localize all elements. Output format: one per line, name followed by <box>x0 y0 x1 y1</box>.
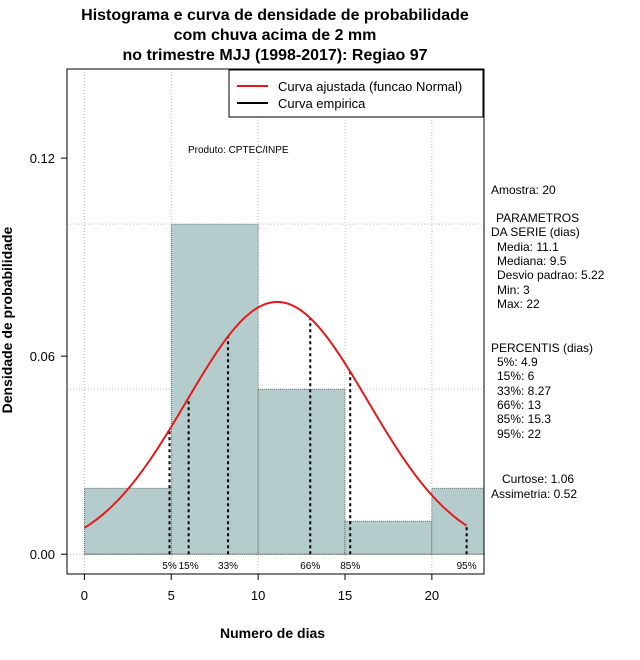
percentile-label: 33% <box>218 561 238 572</box>
stats-p85: 85%: 15.3 <box>497 412 552 426</box>
stats-min: Min: 3 <box>497 283 530 297</box>
y-axis-label: Densidade de probabilidade <box>0 226 15 414</box>
percentile-label: 95% <box>457 561 477 572</box>
histogram-bar <box>257 388 346 555</box>
percentile-label: 85% <box>340 561 360 572</box>
histogram-bars <box>84 223 484 555</box>
percentile-label: 15% <box>179 561 199 572</box>
chart-title-line-2: com chuva acima de 2 mm <box>173 27 377 44</box>
x-tick-label: 5 <box>168 588 175 603</box>
plot-frame <box>66 68 485 575</box>
x-tick-label: 10 <box>251 588 265 603</box>
stats-sample-size: Amostra: 20 <box>491 183 556 197</box>
stats-p95: 95%: 22 <box>497 427 542 441</box>
histogram-bar <box>84 487 172 555</box>
x-tick-label: 0 <box>81 588 88 603</box>
stats-std-dev: Desvio padrao: 5.22 <box>497 268 605 282</box>
percentile-label: 5% <box>162 561 177 572</box>
stats-max: Max: 22 <box>497 297 540 311</box>
chart-title-line-3: no trimestre MJJ (1998-2017): Regiao 97 <box>122 47 428 64</box>
legend-label-empirical: Curva empirica <box>278 96 366 111</box>
product-credit: Produto: CPTEC/INPE <box>188 145 289 156</box>
chart-title-line-1: Histograma e curva de densidade de proba… <box>81 7 469 24</box>
stats-median: Mediana: 9.5 <box>497 254 567 268</box>
x-tick-label: 20 <box>425 588 439 603</box>
legend-label-fitted: Curva ajustada (funcao Normal) <box>278 79 462 94</box>
y-tick-label: 0.00 <box>30 547 55 562</box>
stats-p33: 33%: 8.27 <box>497 384 552 398</box>
stats-p66: 66%: 13 <box>497 398 542 412</box>
legend-box <box>228 69 484 118</box>
stats-kurtosis: Curtose: 1.06 <box>502 472 575 486</box>
histogram-bar <box>344 520 433 555</box>
stats-params-subheading: DA SERIE (dias) <box>491 225 580 239</box>
percentile-label: 66% <box>300 561 320 572</box>
x-axis-label: Numero de dias <box>220 625 326 641</box>
stats-params-heading: PARAMETROS <box>496 211 580 225</box>
histogram-bar <box>170 223 259 555</box>
y-tick-label: 0.06 <box>30 349 55 364</box>
x-tick-label: 15 <box>338 588 352 603</box>
stats-mean: Media: 11.1 <box>497 240 559 254</box>
histogram-bar <box>431 487 484 555</box>
fitted-normal-curve <box>83 300 468 529</box>
stats-p15: 15%: 6 <box>497 369 535 383</box>
stats-skewness: Assimetria: 0.52 <box>491 487 578 501</box>
stats-p5: 5%: 4.9 <box>497 355 538 369</box>
stats-percentiles-heading: PERCENTIS (dias) <box>491 341 594 355</box>
y-tick-label: 0.12 <box>30 151 55 166</box>
